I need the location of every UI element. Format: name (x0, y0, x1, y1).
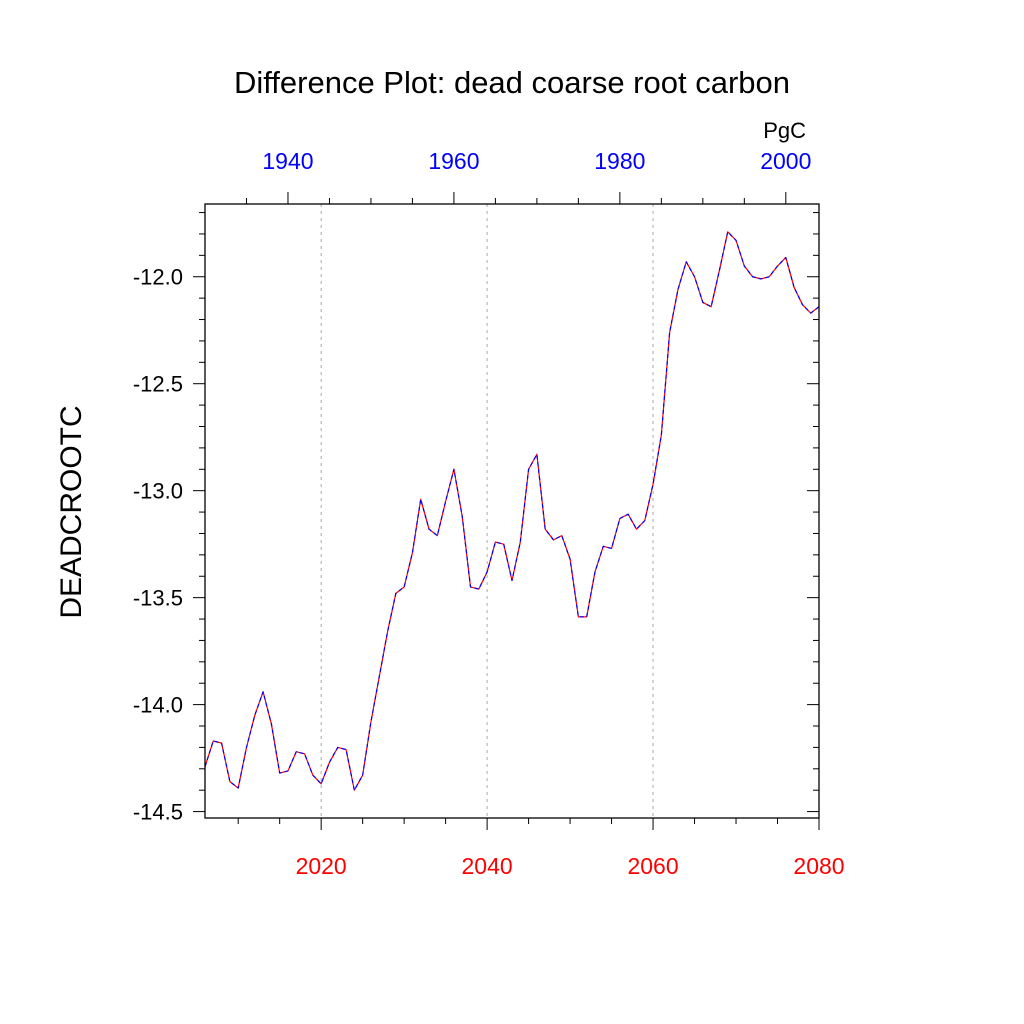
y-tick-label: -14.0 (133, 693, 183, 718)
x-bottom-tick-label: 2060 (627, 853, 678, 879)
y-tick-label: -12.0 (133, 265, 183, 290)
y-tick-label: -13.0 (133, 479, 183, 504)
x-bottom-tick-label: 2080 (793, 853, 844, 879)
units-label: PgC (763, 118, 806, 143)
y-axis-label: DEADCROOTC (55, 405, 88, 618)
series-line-red (204, 231, 820, 791)
axes-layer: -14.5 -14.0 -13.5 -13.0 -12.5 -12.0 2020 2040 20… (133, 148, 845, 879)
x-top-tick-label: 2000 (760, 148, 811, 174)
series-line-blue (204, 231, 820, 791)
x-top-tick-label: 1960 (428, 148, 479, 174)
x-top-tick-label: 1940 (262, 148, 313, 174)
grid-lines (320, 204, 654, 818)
x-top-tick-label: 1980 (594, 148, 645, 174)
x-bottom-tick-label: 2020 (296, 853, 347, 879)
chart-title: Difference Plot: dead coarse root carbon (234, 65, 790, 100)
y-tick-label: -14.5 (133, 800, 183, 825)
x-bottom-tick-label: 2040 (462, 853, 513, 879)
series-layer (204, 231, 820, 791)
y-tick-label: -13.5 (133, 586, 183, 611)
plot-frame (204, 203, 820, 819)
y-tick-label: -12.5 (133, 372, 183, 397)
